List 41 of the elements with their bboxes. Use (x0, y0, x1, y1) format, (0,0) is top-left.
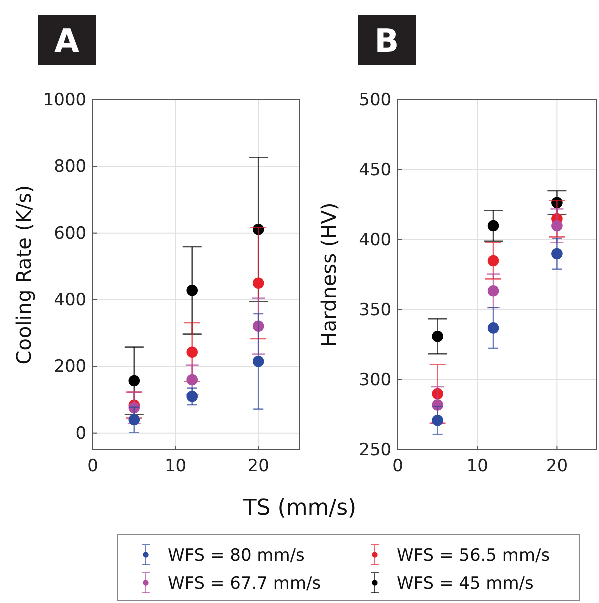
point (432, 330, 444, 342)
point (552, 220, 563, 232)
x-tick-label: 10 (466, 456, 488, 477)
y-tick-label: 400 (359, 230, 392, 250)
y-axis-title: Cooling Rate (K/s) (12, 185, 36, 365)
point (186, 346, 198, 358)
point (488, 255, 500, 267)
y-tick-label: 300 (359, 370, 392, 390)
point (128, 414, 140, 426)
point (186, 374, 198, 386)
legend-label: WFS = 80 mm/s (168, 546, 306, 566)
y-tick-label: 600 (54, 224, 87, 244)
y-tick-label: 250 (359, 440, 392, 460)
point (432, 414, 444, 426)
y-tick-label: 350 (359, 300, 392, 320)
x-tick-label: 20 (546, 456, 568, 477)
chart-title: A (54, 22, 80, 60)
point (186, 391, 198, 402)
y-tick-label: 500 (359, 90, 392, 110)
y-axis-title: Hardness (HV) (317, 202, 341, 348)
y-tick-label: 200 (54, 357, 87, 378)
legend-label: WFS = 45 mm/s (397, 574, 534, 594)
point (252, 278, 264, 289)
chart-title: B (374, 22, 400, 60)
y-tick-label: 450 (359, 160, 392, 180)
x-axis-title: TS (mm/s) (242, 496, 357, 521)
y-tick-label: 400 (54, 290, 87, 310)
x-tick-label: 20 (248, 456, 270, 477)
point (488, 322, 500, 334)
point (488, 285, 500, 297)
point (252, 356, 264, 368)
point (552, 248, 563, 260)
y-tick-label: 1000 (43, 90, 87, 110)
y-tick-label: 0 (76, 424, 87, 444)
legend-label: WFS = 67.7 mm/s (168, 574, 322, 594)
point (128, 375, 140, 387)
y-tick-label: 800 (54, 157, 87, 178)
point (488, 220, 500, 232)
legend-label: WFS = 56.5 mm/s (397, 546, 550, 566)
point (186, 285, 198, 296)
x-tick-label: 10 (164, 456, 187, 477)
